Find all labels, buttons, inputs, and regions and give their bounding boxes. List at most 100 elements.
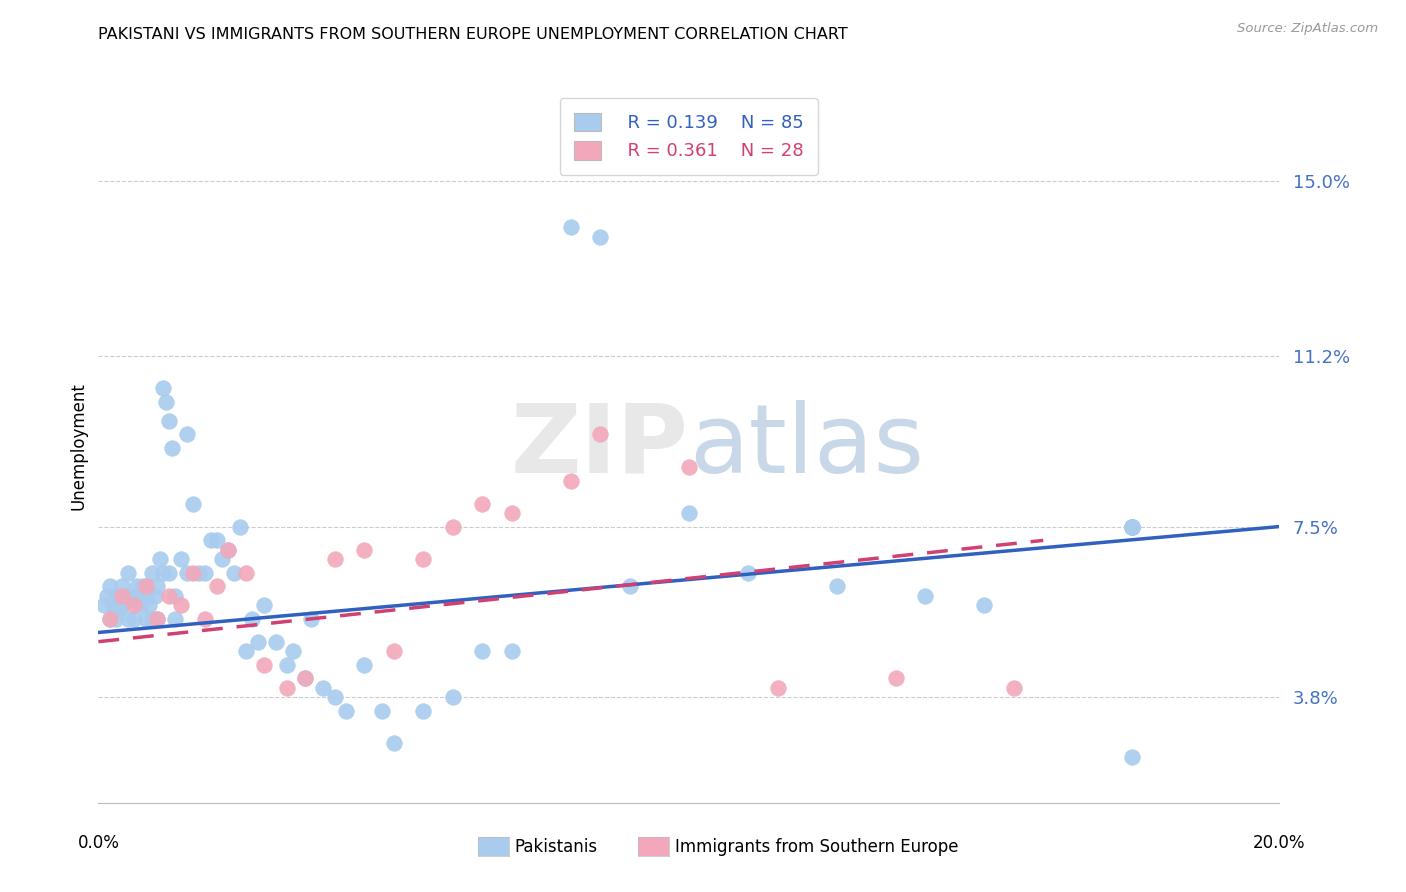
- Point: [471, 497, 494, 511]
- Point: [560, 220, 582, 235]
- Point: [117, 612, 139, 626]
- Point: [103, 598, 125, 612]
- Point: [200, 533, 222, 548]
- Point: [98, 579, 121, 593]
- Point: [441, 519, 464, 533]
- Point: [825, 579, 848, 593]
- Point: [143, 589, 166, 603]
- Point: [120, 593, 142, 607]
- Text: 20.0%: 20.0%: [1253, 834, 1306, 852]
- Point: [589, 229, 612, 244]
- Point: [217, 542, 239, 557]
- Point: [1121, 519, 1143, 533]
- Point: [1121, 519, 1143, 533]
- Point: [1002, 681, 1025, 695]
- Y-axis label: Unemployment: Unemployment: [69, 382, 87, 510]
- Point: [176, 427, 198, 442]
- Point: [335, 704, 357, 718]
- Point: [441, 690, 464, 704]
- Point: [170, 551, 193, 566]
- Point: [152, 566, 174, 580]
- Point: [93, 598, 115, 612]
- Point: [105, 589, 128, 603]
- Point: [235, 566, 257, 580]
- Point: [766, 681, 789, 695]
- Point: [181, 566, 204, 580]
- Point: [111, 589, 134, 603]
- Point: [471, 644, 494, 658]
- Point: [973, 598, 995, 612]
- Point: [135, 589, 157, 603]
- Point: [117, 566, 139, 580]
- Point: [382, 644, 405, 658]
- Point: [146, 612, 169, 626]
- Text: atlas: atlas: [689, 400, 924, 492]
- Point: [170, 598, 193, 612]
- Point: [205, 533, 228, 548]
- Point: [619, 579, 641, 593]
- Point: [294, 672, 316, 686]
- Point: [501, 644, 523, 658]
- Point: [276, 657, 298, 672]
- Point: [224, 566, 246, 580]
- Point: [283, 644, 305, 658]
- Text: Source: ZipAtlas.com: Source: ZipAtlas.com: [1237, 22, 1378, 36]
- Point: [132, 579, 155, 593]
- Point: [217, 542, 239, 557]
- Point: [157, 414, 180, 428]
- Point: [181, 497, 204, 511]
- Point: [276, 681, 298, 695]
- Point: [323, 690, 346, 704]
- Text: 0.0%: 0.0%: [77, 834, 120, 852]
- Point: [1121, 519, 1143, 533]
- Point: [589, 427, 612, 442]
- Point: [914, 589, 936, 603]
- Text: Immigrants from Southern Europe: Immigrants from Southern Europe: [675, 838, 959, 855]
- Point: [1121, 519, 1143, 533]
- Point: [235, 644, 257, 658]
- Point: [162, 442, 183, 456]
- Point: [135, 579, 157, 593]
- Point: [98, 612, 121, 626]
- Point: [229, 519, 252, 533]
- Point: [299, 612, 322, 626]
- Point: [111, 579, 134, 593]
- Text: PAKISTANI VS IMMIGRANTS FROM SOUTHERN EUROPE UNEMPLOYMENT CORRELATION CHART: PAKISTANI VS IMMIGRANTS FROM SOUTHERN EU…: [98, 27, 848, 42]
- Point: [312, 681, 335, 695]
- Point: [353, 657, 375, 672]
- Point: [157, 566, 180, 580]
- Point: [560, 474, 582, 488]
- Point: [122, 598, 145, 612]
- Point: [155, 395, 177, 409]
- Point: [146, 579, 169, 593]
- Text: ZIP: ZIP: [510, 400, 689, 492]
- Point: [149, 551, 172, 566]
- Point: [194, 566, 217, 580]
- Point: [737, 566, 759, 580]
- Text: Pakistanis: Pakistanis: [515, 838, 598, 855]
- Point: [253, 657, 276, 672]
- Point: [122, 589, 145, 603]
- Point: [176, 566, 198, 580]
- Point: [187, 566, 209, 580]
- Point: [152, 381, 174, 395]
- Point: [141, 612, 163, 626]
- Point: [128, 589, 150, 603]
- Point: [194, 612, 217, 626]
- Point: [501, 506, 523, 520]
- Point: [108, 602, 131, 616]
- Point: [382, 736, 405, 750]
- Point: [114, 589, 136, 603]
- Point: [264, 634, 287, 648]
- Point: [135, 612, 157, 626]
- Point: [211, 551, 233, 566]
- Point: [412, 551, 434, 566]
- Point: [323, 551, 346, 566]
- Point: [122, 612, 145, 626]
- Point: [1121, 519, 1143, 533]
- Point: [1121, 519, 1143, 533]
- Point: [678, 459, 700, 474]
- Point: [1121, 519, 1143, 533]
- Point: [884, 672, 907, 686]
- Point: [1121, 749, 1143, 764]
